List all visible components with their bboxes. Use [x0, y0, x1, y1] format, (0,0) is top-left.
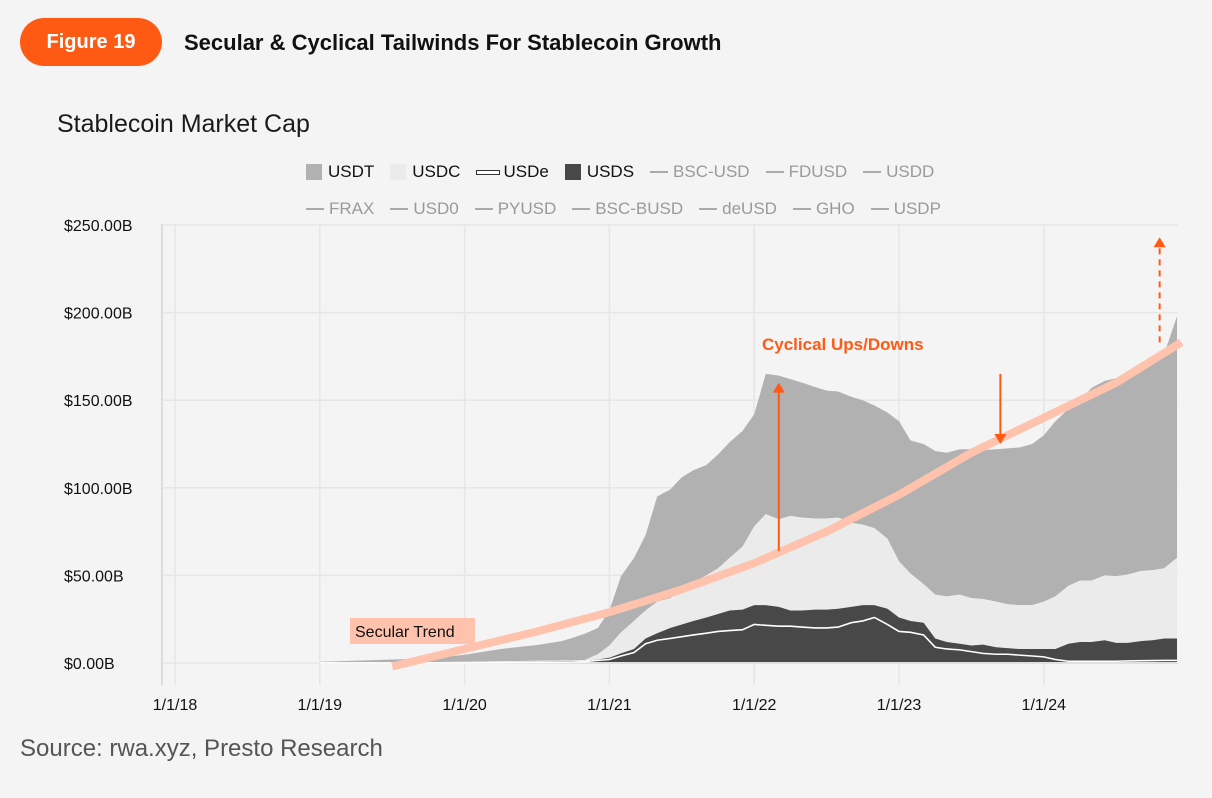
x-tick-label: 1/1/18 — [153, 697, 198, 714]
x-tick-label: 1/1/21 — [587, 697, 632, 714]
x-axis: 1/1/18 1/1/19 1/1/20 1/1/21 1/1/22 1/1/23 1/1/… — [153, 697, 1066, 714]
legend-item-usd0[interactable]: USD0 — [390, 199, 459, 219]
x-tick-label: 1/1/24 — [1022, 697, 1067, 714]
legend-row-2: FRAX USD0 PYUSD BSC-BUSD deUSD GHO USDP — [306, 199, 957, 219]
legend-swatch — [870, 208, 889, 210]
legend-item-pyusd[interactable]: PYUSD — [474, 199, 557, 219]
legend-label: BSC-USD — [673, 162, 750, 181]
figure-label: Figure 19 — [46, 30, 136, 53]
legend-swatch — [390, 164, 407, 180]
legend-item-usde[interactable]: USDe — [476, 162, 549, 182]
legend-item-bsc-usd[interactable]: BSC-USD — [650, 162, 750, 182]
y-tick-label: $100.00B — [64, 481, 133, 498]
y-tick-label: $250.00B — [64, 218, 133, 235]
arrow-up-dashed-head — [1153, 237, 1166, 248]
figure-badge: Figure 19 — [20, 18, 162, 66]
legend-swatch — [476, 169, 501, 175]
legend-label: USDP — [893, 199, 941, 218]
legend-item-usdc[interactable]: USDC — [390, 162, 460, 182]
legend-swatch — [863, 171, 882, 173]
legend-swatch — [699, 208, 718, 210]
legend-item-deusd[interactable]: deUSD — [699, 199, 777, 219]
legend-item-fdusd[interactable]: FDUSD — [765, 162, 848, 182]
legend-swatch — [390, 208, 409, 210]
x-tick-label: 1/1/20 — [442, 697, 487, 714]
legend-label: BSC-BUSD — [595, 199, 684, 218]
legend-item-bsc-busd[interactable]: BSC-BUSD — [572, 199, 683, 219]
legend-label: USDC — [412, 162, 461, 181]
legend-item-usds[interactable]: USDS — [564, 162, 635, 182]
y-tick-label: $200.00B — [64, 306, 133, 323]
legend-swatch — [572, 208, 591, 210]
secular-trend-label: Secular Trend — [355, 624, 455, 641]
legend-label: FDUSD — [788, 162, 848, 181]
legend-swatch — [765, 171, 784, 173]
cyclical-label: Cyclical Ups/Downs — [762, 335, 924, 354]
arrow-up-head — [772, 382, 785, 393]
area-usdt — [319, 316, 1178, 663]
y-tick-label: $50.00B — [64, 568, 124, 585]
legend-label: PYUSD — [497, 199, 557, 218]
y-tick-label: $150.00B — [64, 393, 133, 410]
legend-label: deUSD — [722, 199, 777, 218]
x-tick-label: 1/1/23 — [877, 697, 922, 714]
legend-item-usdp[interactable]: USDP — [870, 199, 941, 219]
legend-swatch — [306, 164, 322, 180]
legend-label: GHO — [815, 199, 855, 218]
legend-swatch — [650, 171, 669, 173]
figure-title: Secular & Cyclical Tailwinds For Stablec… — [184, 30, 722, 55]
legend-row-1: USDT USDC USDe USDS BSC-USD FDUSD USDD — [306, 162, 950, 182]
secular-trend-line — [391, 338, 1184, 671]
chart-title: Stablecoin Market Cap — [57, 110, 310, 138]
y-axis: $0.00B $50.00B $100.00B $150.00B $200.00B $25… — [64, 218, 133, 673]
legend-item-gho[interactable]: GHO — [792, 199, 855, 219]
legend-item-frax[interactable]: FRAX — [306, 199, 374, 219]
area-usdc — [319, 514, 1178, 663]
line-series — [319, 616, 1178, 664]
legend-label: USD0 — [413, 199, 459, 218]
arrow-down-head — [994, 434, 1007, 444]
trend-line-group: Secular Trend — [350, 338, 1184, 671]
annotations: Cyclical Ups/Downs — [762, 237, 1166, 551]
legend-label: USDS — [586, 162, 635, 181]
legend-swatch — [306, 208, 324, 210]
legend-item-usdd[interactable]: USDD — [863, 162, 934, 182]
legend-label: USDD — [886, 162, 935, 181]
area-usds — [319, 605, 1178, 663]
legend-swatch — [564, 164, 581, 180]
legend-label: USDT — [328, 162, 375, 181]
legend-swatch — [792, 208, 811, 210]
x-tick-label: 1/1/19 — [298, 697, 343, 714]
legend-swatch — [474, 208, 493, 210]
legend-item-usdt[interactable]: USDT — [306, 162, 374, 182]
source-note: Source: rwa.xyz, Presto Research — [20, 735, 383, 762]
secular-trend-label-bg — [350, 618, 475, 644]
line-usde — [319, 616, 1178, 664]
x-tick-label: 1/1/22 — [732, 697, 777, 714]
area-series — [319, 316, 1178, 664]
legend-label: FRAX — [329, 199, 375, 218]
y-tick-label: $0.00B — [64, 656, 115, 673]
legend-label: USDe — [503, 162, 549, 181]
